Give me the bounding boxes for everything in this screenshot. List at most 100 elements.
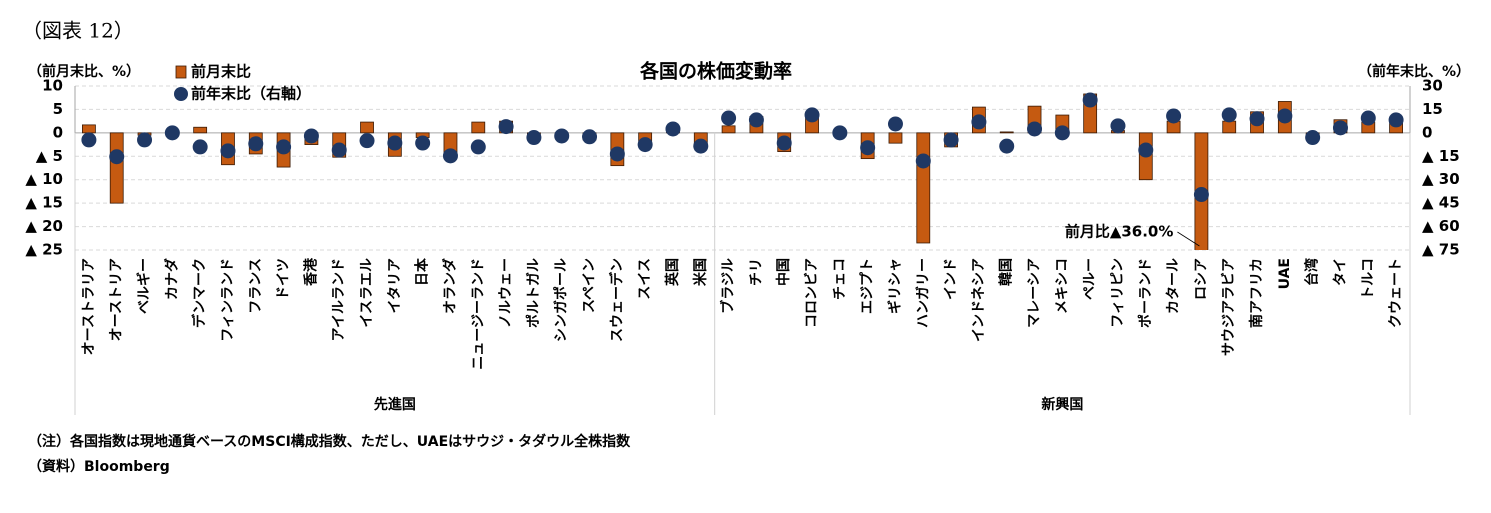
x-tick-label: ブラジル <box>720 258 737 314</box>
y-tick-label: 5 <box>53 100 63 118</box>
y2-tick-label: ▲ 75 <box>1422 241 1460 259</box>
y-tick-label: ▲ 15 <box>25 194 63 212</box>
x-tick-label: ドイツ <box>276 258 292 300</box>
x-tick-label: 韓国 <box>998 258 1015 286</box>
dot <box>582 129 598 145</box>
group-label: 先進国 <box>374 396 416 413</box>
x-tick-label: ギリシャ <box>886 258 903 314</box>
x-tick-label: UAE <box>1277 258 1293 289</box>
note: （注）各国指数は現地通貨ベースのMSCI構成指数、ただし、UAEはサウジ・タダウ… <box>28 433 631 450</box>
x-tick-label: ロシア <box>1193 258 1209 300</box>
y2-tick-label: 15 <box>1422 100 1443 118</box>
x-tick-label: ニュージーランド <box>470 258 486 370</box>
legend-label: 前年末比（右軸） <box>191 85 311 103</box>
dot <box>1305 130 1321 146</box>
dot <box>1221 107 1237 123</box>
y2-tick-label: 0 <box>1422 123 1432 141</box>
dot <box>81 132 97 148</box>
dot <box>164 125 180 141</box>
dot <box>1360 110 1376 126</box>
x-tick-label: ポルトガル <box>525 258 542 328</box>
dot <box>248 136 264 152</box>
x-tick-label: オランダ <box>441 258 458 314</box>
dot <box>1249 111 1265 127</box>
dot <box>1027 121 1043 137</box>
dot <box>109 149 125 165</box>
x-tick-label: タイ <box>1332 258 1348 286</box>
chart-title: 各国の株価変動率 <box>639 60 792 83</box>
bar <box>888 132 903 144</box>
dot <box>1138 142 1154 158</box>
y2-tick-label: ▲ 30 <box>1422 170 1460 188</box>
bar <box>360 121 374 134</box>
legend-swatch <box>175 65 187 79</box>
group-label: 新興国 <box>1041 396 1083 413</box>
x-tick-label: インド <box>943 258 959 300</box>
x-tick-label: ハンガリー <box>915 258 931 328</box>
dot <box>359 133 375 149</box>
dot <box>943 132 959 148</box>
x-tick-label: カナダ <box>163 258 180 300</box>
x-tick-label: エジプト <box>860 258 876 314</box>
note: （資料）Bloomberg <box>28 458 170 475</box>
x-tick-label: 米国 <box>692 258 709 286</box>
dot <box>526 130 542 146</box>
dot <box>860 140 876 156</box>
y-tick-label: ▲ 25 <box>25 241 63 259</box>
dot <box>1277 108 1293 124</box>
y2-axis-label: （前年末比、%） <box>1358 63 1470 80</box>
dot <box>387 135 403 151</box>
x-tick-label: ポーランド <box>1137 258 1154 328</box>
dot <box>331 142 347 158</box>
x-tick-label: カタール <box>1166 258 1182 314</box>
x-tick-label: フランス <box>248 258 264 314</box>
y2-tick-label: 30 <box>1422 77 1443 95</box>
dot <box>303 128 319 144</box>
dot <box>1054 125 1070 141</box>
dot <box>748 112 764 128</box>
bar <box>109 132 124 204</box>
dot <box>1166 108 1182 124</box>
y-tick-label: ▲ 10 <box>25 170 63 188</box>
dot <box>192 139 208 155</box>
dot <box>971 114 987 130</box>
x-tick-label: フィリピン <box>1110 258 1126 328</box>
x-tick-label: マレーシア <box>1027 258 1043 328</box>
dot <box>498 119 514 135</box>
dot <box>999 138 1015 154</box>
dot <box>1110 118 1126 134</box>
x-tick-label: アイルランド <box>331 258 347 341</box>
x-tick-label: ノルウェー <box>498 258 514 328</box>
bar <box>82 124 96 134</box>
x-tick-label: フィンランド <box>220 258 236 342</box>
figure-number: （図表 12） <box>22 19 134 43</box>
dot <box>693 138 709 154</box>
annotation: 前月比▲36.0% <box>1065 223 1174 241</box>
x-tick-label: オーストリア <box>109 258 125 341</box>
y-tick-label: ▲ 20 <box>25 217 63 235</box>
dot-layer <box>81 92 1404 203</box>
bar <box>193 126 208 134</box>
x-tick-label: 南アフリカ <box>1248 258 1265 328</box>
x-tick-label: クウェート <box>1388 258 1404 328</box>
dot <box>609 146 625 162</box>
dot <box>415 135 431 151</box>
x-tick-label: サウジアラビア <box>1221 258 1237 356</box>
y-tick-label: 10 <box>42 77 63 95</box>
x-tick-label: コロンビア <box>804 258 820 328</box>
x-tick-label: インドネシア <box>971 258 987 342</box>
dot <box>1332 120 1348 136</box>
bar <box>999 131 1014 134</box>
bar <box>721 125 736 134</box>
dot <box>442 148 458 164</box>
x-tick-label: 中国 <box>775 258 792 286</box>
x-tick-label: 日本 <box>414 257 431 286</box>
dot <box>637 137 653 153</box>
x-tick-label: 台湾 <box>1304 258 1321 286</box>
y-tick-label: ▲ 5 <box>36 147 63 165</box>
y2-tick-label: ▲ 60 <box>1422 217 1460 235</box>
legend-swatch <box>174 87 188 101</box>
dot <box>1193 187 1209 203</box>
x-tick-label: 英国 <box>664 258 681 287</box>
